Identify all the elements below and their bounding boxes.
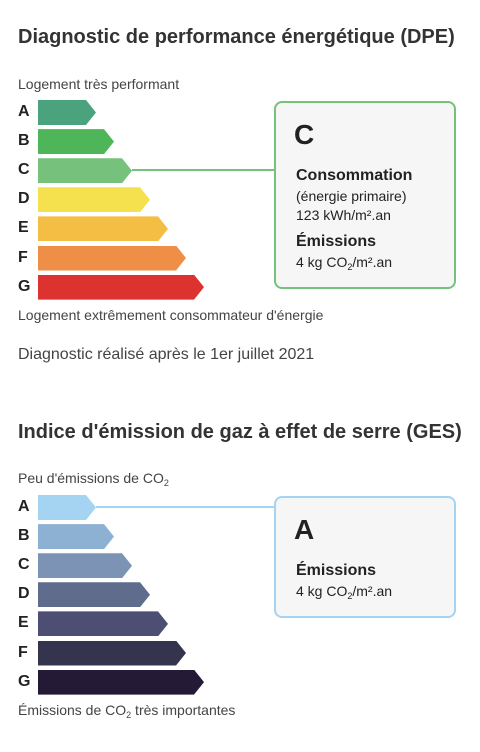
dpe-class-bar-e <box>38 216 168 242</box>
dpe-class-letter-g: G <box>18 277 31 295</box>
dpe-class-bar-f <box>38 245 186 271</box>
ges-class-bar-b <box>38 524 114 550</box>
dpe-consumption-sub: (énergie primaire) <box>296 188 407 204</box>
ges-class-bar-d <box>38 582 150 608</box>
ges-class-bar-g <box>38 669 204 695</box>
dpe-bottom-label: Logement extrêmement consommateur d'éner… <box>18 307 324 323</box>
dpe-title: Diagnostic de performance énergétique (D… <box>18 26 455 48</box>
dpe-top-label: Logement très performant <box>18 76 180 92</box>
dpe-class-bar-d <box>38 187 150 213</box>
dpe-result-letter: C <box>294 119 315 150</box>
ges-connector-line <box>96 506 274 508</box>
dpe-diagnostic-note: Diagnostic réalisé après le 1er juillet … <box>18 346 315 363</box>
ges-emissions-value: 4 kg CO2/m².an <box>296 583 393 601</box>
ges-title: Indice d'émission de gaz à effet de serr… <box>18 421 462 443</box>
dpe-class-letter-e: E <box>18 219 29 237</box>
ges-class-bar-c <box>38 553 132 579</box>
dpe-class-letter-d: D <box>18 190 30 208</box>
ges-class-letter-c: C <box>18 556 30 574</box>
dpe-class-letter-c: C <box>18 161 30 179</box>
dpe-consumption-title: Consommation <box>296 167 413 184</box>
dpe-class-letter-b: B <box>18 132 30 150</box>
dpe-connector-line <box>132 169 274 171</box>
ges-class-letter-e: E <box>18 614 29 632</box>
ges-bottom-label: Émissions de CO2 très importantes <box>18 702 236 720</box>
dpe-result-card: C Consommation (énergie primaire) 123 kW… <box>274 101 456 289</box>
dpe-class-bar-a <box>38 100 96 125</box>
ges-class-letter-f: F <box>18 643 28 661</box>
dpe-emissions-value: 4 kg CO2/m².an <box>296 254 393 272</box>
ges-class-letter-a: A <box>18 498 30 515</box>
dpe-class-bar-c <box>38 158 132 184</box>
ges-class-bar-e <box>38 611 168 637</box>
ges-result-letter: A <box>294 514 315 545</box>
dpe-emissions-title: Émissions <box>296 233 377 250</box>
ges-class-letter-g: G <box>18 672 31 690</box>
ges-class-bar-a <box>38 495 96 520</box>
ges-class-bar-f <box>38 640 186 666</box>
ges-result-card: A Émissions 4 kg CO2/m².an <box>274 496 456 618</box>
ges-emissions-title: Émissions <box>296 562 377 579</box>
dpe-class-bar-b <box>38 129 114 155</box>
dpe-class-letter-a: A <box>18 103 30 120</box>
ges-class-letter-d: D <box>18 585 30 603</box>
dpe-class-bar-g <box>38 274 204 300</box>
dpe-class-letter-f: F <box>18 248 28 266</box>
dpe-consumption-value: 123 kWh/m².an <box>296 207 391 223</box>
ges-top-label: Peu d'émissions de CO2 <box>18 470 169 488</box>
ges-class-letter-b: B <box>18 527 30 545</box>
